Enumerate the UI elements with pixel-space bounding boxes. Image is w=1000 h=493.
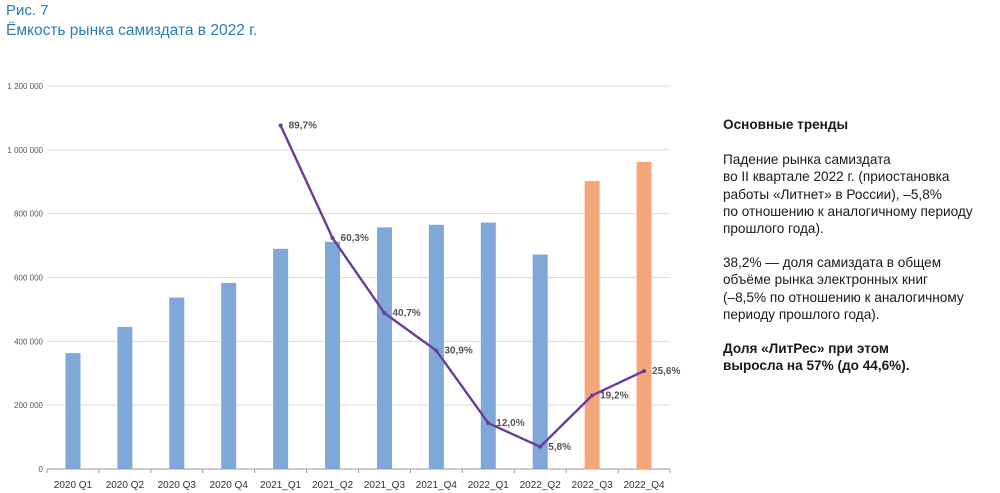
y-tick-label: 600 000 [14,274,43,283]
percent-data-label: 25,6% [652,366,680,377]
percent-point [486,421,491,426]
bar [532,254,548,469]
x-tick-label: 2021_Q2 [312,480,354,491]
x-tick-label: 2022_Q1 [468,480,510,491]
y-tick-label: 400 000 [14,337,43,346]
bar [325,241,341,469]
trends-heading: Основные тренды [723,117,849,132]
percent-point [330,236,335,241]
x-tick-label: 2020 Q1 [54,480,93,491]
bar [376,227,392,469]
y-tick-label: 1 000 000 [7,146,43,155]
chart-title: Ёмкость рынка самиздата в 2022 г. [6,22,258,39]
figure-number: Рис. 7 [6,2,49,19]
percent-point [642,368,647,373]
x-tick-label: 2022_Q4 [623,480,665,491]
percent-data-label: 5,8% [548,442,571,453]
x-tick-label: 2020 Q4 [210,480,249,491]
percent-data-label: 89,7% [289,120,317,131]
y-tick-label: 1 200 000 [7,82,43,91]
x-tick-label: 2020 Q2 [106,480,145,491]
chart: 0 200 000 400 000 600 000 800 000 1 000 000 1 … [7,82,680,491]
percent-data-label: 60,3% [341,233,369,244]
x-tick-label: 2022_Q3 [572,480,614,491]
percent-data-label: 40,7% [392,308,420,319]
x-tick-label: 2021_Q3 [364,480,406,491]
y-tick-label: 0 [39,465,44,474]
percent-point [434,348,439,353]
y-tick-label: 800 000 [14,210,43,219]
percent-point [590,393,595,398]
trend-paragraph-2: 38,2% — доля самиздата в общем объёме ры… [723,255,964,322]
percent-point [538,444,543,449]
bar [428,224,444,469]
bar [65,353,81,469]
bar [636,161,652,469]
x-tick-label: 2020 Q3 [158,480,197,491]
bar [584,181,600,469]
x-tick-label: 2021_Q1 [260,480,302,491]
bar [169,297,185,469]
x-tick-label: 2021_Q4 [416,480,458,491]
percent-data-label: 30,9% [444,346,472,357]
percent-line [279,124,645,448]
bar [221,282,237,469]
percent-data-label: 12,0% [496,418,524,429]
x-tick-label: 2022_Q2 [520,480,562,491]
bar [480,222,496,469]
y-tick-label: 200 000 [14,401,43,410]
bar [273,248,289,469]
trend-paragraph-3: Доля «ЛитРес» при этом выросла на 57% (д… [723,341,910,374]
trends-panel: Основные тренды Падение рынка самиздата … [723,116,999,391]
percent-point [278,123,283,128]
percent-data-label: 19,2% [600,390,628,401]
percent-point [382,311,387,316]
bar [117,326,133,469]
trend-paragraph-1: Падение рынка самиздата во II квартале 2… [723,152,973,237]
